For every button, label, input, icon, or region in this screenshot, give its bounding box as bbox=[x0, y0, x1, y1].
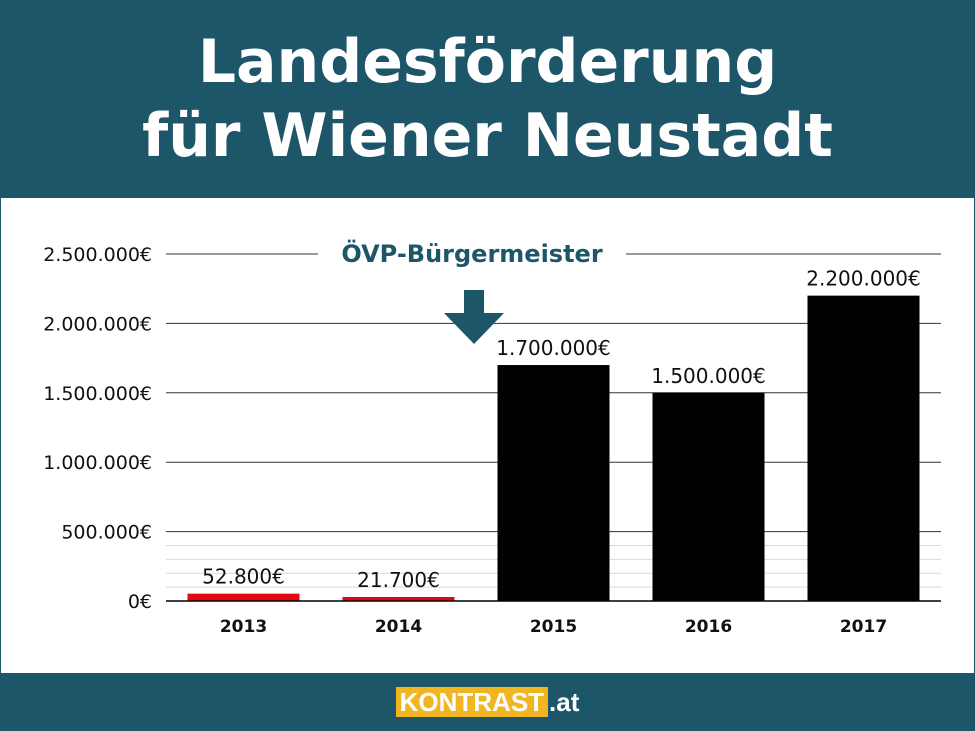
brand-domain: .at bbox=[549, 686, 580, 717]
brand-logo[interactable]: KONTRAST .at bbox=[395, 686, 580, 718]
bar-value-label: 1.700.000€ bbox=[496, 336, 611, 360]
y-tick-label: 2.000.000€ bbox=[43, 313, 152, 335]
arrow-down-icon bbox=[444, 290, 504, 344]
y-tick-label: 500.000€ bbox=[61, 522, 152, 544]
bar-value-label: 52.800€ bbox=[202, 565, 285, 589]
annotation-label: ÖVP-Bürgermeister bbox=[341, 238, 603, 268]
bar-value-label: 2.200.000€ bbox=[806, 267, 921, 291]
bar bbox=[497, 365, 610, 601]
header-banner: Landesförderung für Wiener Neustadt bbox=[0, 0, 975, 198]
y-tick-label: 2.500.000€ bbox=[43, 244, 152, 266]
y-tick-label: 1.500.000€ bbox=[43, 383, 152, 405]
bar-value-label: 1.500.000€ bbox=[651, 364, 766, 388]
x-tick-label: 2013 bbox=[220, 617, 267, 637]
title-line-2: für Wiener Neustadt bbox=[142, 101, 833, 171]
left-border bbox=[0, 198, 1, 673]
bar bbox=[187, 593, 300, 601]
bar-value-label: 21.700€ bbox=[357, 568, 440, 592]
x-tick-label: 2016 bbox=[685, 617, 732, 637]
x-tick-label: 2017 bbox=[840, 617, 887, 637]
y-tick-label: 1.000.000€ bbox=[43, 452, 152, 474]
brand-name: KONTRAST bbox=[395, 687, 549, 717]
footer-banner: KONTRAST .at bbox=[0, 673, 975, 731]
x-tick-label: 2014 bbox=[375, 617, 422, 637]
y-tick-label: 0€ bbox=[128, 591, 152, 613]
bar-chart: 0€ 500.000€ 1.000.000€ 1.500.000€ 2.000.000€… bbox=[43, 238, 941, 637]
x-tick-label: 2015 bbox=[530, 617, 577, 637]
bar bbox=[652, 392, 765, 601]
title-line-1: Landesförderung bbox=[197, 27, 778, 97]
bar bbox=[342, 597, 455, 601]
bar bbox=[807, 295, 920, 601]
